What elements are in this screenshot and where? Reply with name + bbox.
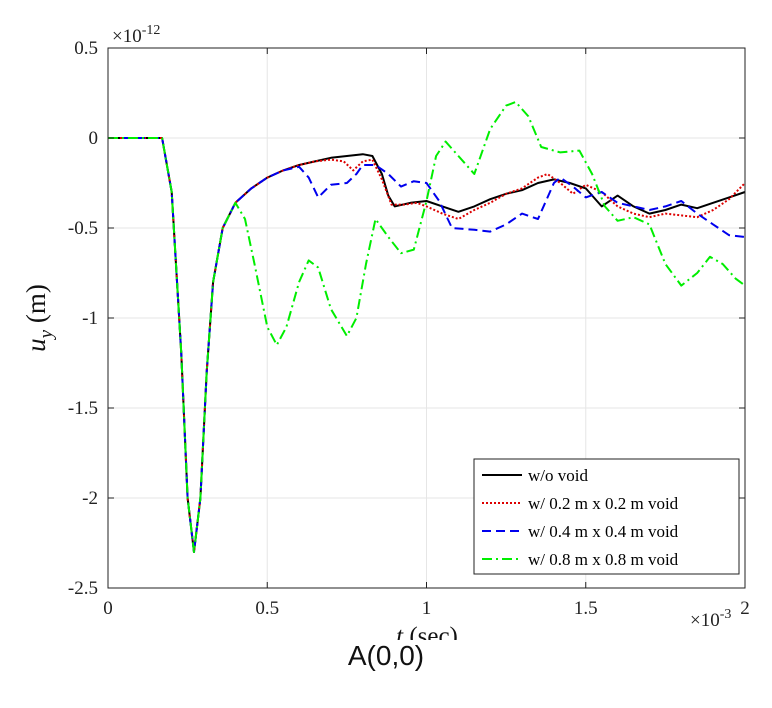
series-line-2 xyxy=(108,137,746,553)
figure-caption: A(0,0) xyxy=(347,640,425,671)
x-tick-label: 2 xyxy=(740,598,750,619)
y-multiplier: ×10-12 xyxy=(112,23,160,47)
x-axis-unit: (sec) xyxy=(409,623,458,640)
y-axis-var: u xyxy=(21,338,51,352)
y-tick-label: -0.5 xyxy=(68,218,98,239)
legend-box xyxy=(473,458,740,575)
tick-marks xyxy=(107,47,746,589)
line-chart: 0 0.5 1 1.5 2 0.50-0.5-1-1.5-2-2.5 ×10-12 ×1… xyxy=(21,23,750,640)
y-axis-unit: (m) xyxy=(21,284,51,323)
x-tick-label: 0 xyxy=(103,598,113,619)
y-tick-label: 0.5 xyxy=(74,38,98,59)
y-tick-label: 0 xyxy=(89,128,99,149)
y-multiplier-base: ×10 xyxy=(112,26,142,47)
x-tick-labels: 0 0.5 1 1.5 2 xyxy=(103,598,750,619)
legend-label-1: w/o void xyxy=(528,466,588,485)
x-multiplier-exp: -3 xyxy=(720,607,732,622)
series-line-4 xyxy=(108,101,746,553)
legend-label-3: w/ 0.4 m x 0.4 m void xyxy=(528,522,679,541)
legend-label-2: w/ 0.2 m x 0.2 m void xyxy=(528,494,679,513)
x-axis-label: t (sec) xyxy=(396,623,458,640)
y-multiplier-exp: -12 xyxy=(142,23,161,38)
y-tick-label: -1 xyxy=(82,308,98,329)
series-group xyxy=(108,101,746,553)
y-axis-label: uy (m) xyxy=(21,284,57,352)
x-multiplier: ×10-3 xyxy=(690,607,731,631)
series-line-3 xyxy=(108,137,746,553)
y-tick-labels: 0.5 0 -0.5 -1 -1.5 -2 -2.5 xyxy=(68,38,98,599)
x-axis-var: t xyxy=(396,623,404,640)
y-tick-label: -2.5 xyxy=(68,578,98,599)
legend: w/o void w/ 0.2 m x 0.2 m void w/ 0.4 m x … xyxy=(473,458,740,575)
y-axis-sub: y xyxy=(36,329,57,340)
legend-items: w/o void w/ 0.2 m x 0.2 m void w/ 0.4 m x … xyxy=(482,466,679,569)
y-tick-label: -2 xyxy=(82,488,98,509)
x-tick-label: 1 xyxy=(422,598,432,619)
legend-label-4: w/ 0.8 m x 0.8 m void xyxy=(528,550,679,569)
x-tick-label: 1.5 xyxy=(574,598,598,619)
x-tick-label: 0.5 xyxy=(255,598,279,619)
y-tick-label: -1.5 xyxy=(68,398,98,419)
x-multiplier-base: ×10 xyxy=(690,610,720,631)
